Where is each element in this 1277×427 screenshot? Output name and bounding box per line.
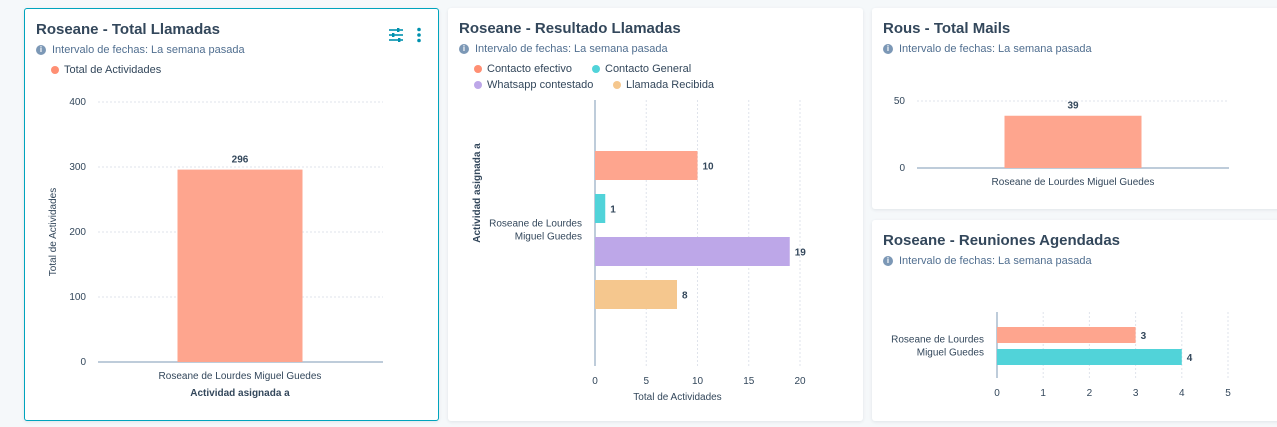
date-range: i Intervalo de fechas: La semana pasada <box>459 43 668 55</box>
card-title: Rous - Total Mails <box>883 20 1011 37</box>
x-tick-label: 3 <box>1133 388 1139 399</box>
bar <box>595 194 606 223</box>
legend-label: Total de Actividades <box>64 64 162 76</box>
legend-swatch <box>51 66 59 74</box>
y-tick-label: Roseane de Lourdes <box>891 335 984 346</box>
y-tick-label: 200 <box>69 227 86 238</box>
y-tick-label: 50 <box>894 96 906 107</box>
legend-swatch <box>474 65 482 73</box>
y-tick-label: 0 <box>80 357 86 368</box>
bar <box>997 349 1182 365</box>
info-icon: i <box>883 256 893 266</box>
bar-value-label: 8 <box>682 291 688 302</box>
legend-label: Llamada Recibida <box>626 79 715 91</box>
legend-item: Llamada Recibida <box>613 79 714 91</box>
x-tick-label: 5 <box>1225 388 1231 399</box>
bar-value-label: 4 <box>1187 353 1193 364</box>
bar <box>997 327 1136 343</box>
chart-reuniones-agendadas: 0 1 2 3 4 5 3 4 Roseane de Lourdes Miguel Guedes <box>891 312 1231 399</box>
card-reuniones-agendadas[interactable]: Roseane - Reuniones Agendadas i Interval… <box>872 220 1277 421</box>
date-range-text: Intervalo de fechas: La semana pasada <box>899 255 1092 267</box>
bar-value-label: 1 <box>610 205 616 216</box>
y-tick-label: Roseane de Lourdes <box>489 219 582 230</box>
x-tick-label: Roseane de Lourdes Miguel Guedes <box>159 371 322 382</box>
filter-button[interactable] <box>387 27 405 45</box>
x-tick-label: 2 <box>1087 388 1093 399</box>
card-title: Roseane - Reuniones Agendadas <box>883 232 1120 249</box>
bar-value-label: 39 <box>1067 101 1079 112</box>
bar-value-label: 19 <box>795 248 807 259</box>
card-total-mails[interactable]: Rous - Total Mails i Intervalo de fechas… <box>872 8 1277 209</box>
legend-label: Contacto General <box>605 63 692 75</box>
card-title: Roseane - Total Llamadas <box>36 21 220 38</box>
info-icon: i <box>36 45 46 55</box>
info-icon: i <box>459 44 469 54</box>
info-icon: i <box>883 44 893 54</box>
x-tick-label: 15 <box>743 376 755 387</box>
legend: Total de Actividades <box>51 64 161 76</box>
date-range-text: Intervalo de fechas: La semana pasada <box>899 43 1092 55</box>
chart-total-llamadas: 0 100 200 300 400 296 Roseane de Lourdes Migue… <box>48 97 383 399</box>
bar <box>1004 115 1142 168</box>
x-tick-label: 20 <box>794 376 806 387</box>
date-range: i Intervalo de fechas: La semana pasada <box>883 43 1092 55</box>
bar <box>177 169 303 362</box>
legend-label: Whatsapp contestado <box>487 79 594 91</box>
x-tick-label: 0 <box>994 388 1000 399</box>
x-axis-title: Actividad asignada a <box>190 388 290 399</box>
x-tick-label: 1 <box>1040 388 1046 399</box>
y-tick-label: 400 <box>69 97 86 108</box>
y-tick-label: Miguel Guedes <box>917 348 984 359</box>
bar <box>595 151 698 180</box>
y-axis-title: Actividad asignada a <box>472 143 483 243</box>
more-button[interactable] <box>410 27 428 45</box>
date-range-text: Intervalo de fechas: La semana pasada <box>52 44 245 56</box>
y-axis-title: Total de Actividades <box>48 188 59 276</box>
y-tick-label: Miguel Guedes <box>515 232 582 243</box>
legend-item: Contacto General <box>592 63 691 75</box>
card-total-llamadas[interactable]: Roseane - Total Llamadas i Intervalo de … <box>24 8 439 421</box>
x-tick-label: 4 <box>1179 388 1185 399</box>
date-range: i Intervalo de fechas: La semana pasada <box>883 255 1092 267</box>
bar-value-label: 3 <box>1141 331 1147 342</box>
chart-total-mails: 0 50 39 Roseane de Lourdes Miguel Guedes <box>894 96 1229 188</box>
x-tick-label: 10 <box>692 376 704 387</box>
more-vertical-icon <box>417 27 421 43</box>
chart-resultado-llamadas: 0 5 10 15 20 10 1 19 8 Roseane de Lourdes Miguel G… <box>472 100 807 403</box>
x-tick-label: 0 <box>592 376 598 387</box>
bar-value-label: 10 <box>703 162 715 173</box>
legend-item: Whatsapp contestado <box>474 79 593 91</box>
card-resultado-llamadas[interactable]: Roseane - Resultado Llamadas i Intervalo… <box>448 8 863 421</box>
x-tick-label: 5 <box>643 376 649 387</box>
y-tick-label: 100 <box>69 292 86 303</box>
x-axis-title: Total de Actividades <box>633 392 721 403</box>
sliders-icon <box>389 28 403 42</box>
legend-swatch <box>474 81 482 89</box>
date-range-text: Intervalo de fechas: La semana pasada <box>475 43 668 55</box>
bar-value-label: 296 <box>232 155 249 166</box>
card-title: Roseane - Resultado Llamadas <box>459 20 681 37</box>
x-tick-label: Roseane de Lourdes Miguel Guedes <box>992 177 1155 188</box>
legend-item: Contacto efectivo <box>474 63 572 75</box>
legend-swatch <box>592 65 600 73</box>
date-range: i Intervalo de fechas: La semana pasada <box>36 44 245 56</box>
legend-swatch <box>613 81 621 89</box>
y-tick-label: 0 <box>899 163 905 174</box>
y-tick-label: 300 <box>69 162 86 173</box>
legend-label: Contacto efectivo <box>487 63 572 75</box>
bar <box>595 237 790 266</box>
bar <box>595 280 677 309</box>
